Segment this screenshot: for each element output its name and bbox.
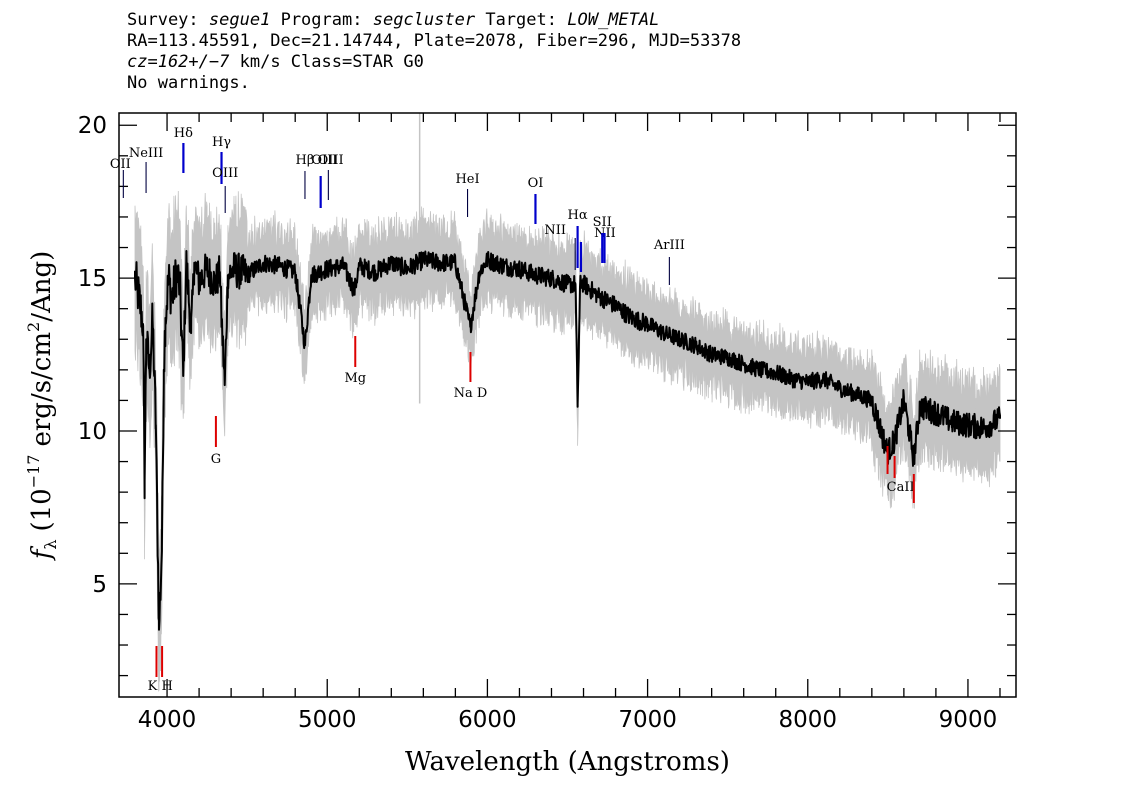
emission-line-label: Hγ bbox=[212, 135, 231, 150]
redshift-value: cz=162+/−7 bbox=[127, 52, 230, 72]
absorption-line-label: CaII bbox=[887, 480, 915, 495]
axis-ticks: 4000 5000 6000 7000 8000 9000 5 10 15 20 bbox=[78, 113, 1016, 733]
y-tick-label: 5 bbox=[92, 572, 107, 598]
program-label: Program: bbox=[280, 10, 363, 30]
emission-line-label: OI bbox=[528, 176, 544, 191]
y-axis-label-units-c: /Ang) bbox=[27, 251, 57, 322]
error-band bbox=[134, 190, 1001, 692]
emission-line-label: Hα bbox=[568, 208, 588, 223]
emission-line-label: ArIII bbox=[653, 238, 685, 253]
emission-line-label: Hβ bbox=[296, 153, 315, 168]
y-axis-label-exp: −17 bbox=[24, 455, 43, 489]
header-line-1: Survey: segue1 Program: segcluster Targe… bbox=[127, 10, 741, 31]
x-tick-label: 7000 bbox=[618, 707, 677, 733]
class-value: km/s Class=STAR G0 bbox=[239, 52, 424, 72]
spectral-line-markers: OIINeIIIHδHγOIIIHβOIIIOIIIHeIOINIIHαNIIS… bbox=[110, 126, 915, 694]
y-axis-label-exp2: 2 bbox=[24, 322, 43, 332]
y-tick-label: 15 bbox=[78, 266, 107, 292]
emission-line-label: OIII bbox=[311, 153, 337, 168]
y-axis-label-units-a: (10 bbox=[27, 488, 57, 531]
header-line-4: No warnings. bbox=[127, 73, 250, 93]
survey-value: segue1 bbox=[208, 10, 271, 30]
absorption-line-label: Na D bbox=[454, 386, 488, 401]
target-value: LOW_METAL bbox=[567, 10, 660, 30]
emission-line-label: OIII bbox=[318, 153, 344, 168]
program-value: segcluster bbox=[372, 10, 476, 30]
y-axis-label: fλ(10−17erg/s/cm2/Ang) bbox=[24, 251, 60, 562]
emission-line-label: OIII bbox=[212, 166, 238, 181]
plot-frame bbox=[118, 112, 1017, 698]
emission-line-label: Hδ bbox=[174, 126, 193, 141]
survey-label: Survey: bbox=[127, 10, 199, 30]
emission-line-label: NII bbox=[544, 223, 566, 238]
absorption-line-label: K H bbox=[148, 679, 173, 694]
y-tick-label: 10 bbox=[78, 419, 107, 445]
x-tick-label: 9000 bbox=[939, 707, 998, 733]
x-axis-label: Wavelength (Angstroms) bbox=[405, 747, 730, 777]
x-tick-label: 6000 bbox=[458, 707, 517, 733]
x-tick-label: 8000 bbox=[778, 707, 837, 733]
plot-area bbox=[134, 113, 1001, 692]
absorption-line-label: G bbox=[211, 452, 221, 467]
flux-series-line bbox=[134, 250, 1001, 631]
spectrum-header: Survey: segue1 Program: segcluster Targe… bbox=[127, 10, 741, 94]
x-tick-label: 5000 bbox=[298, 707, 357, 733]
y-axis-label-units-b: erg/s/cm bbox=[27, 332, 57, 447]
emission-line-label: OII bbox=[110, 157, 131, 172]
x-tick-label: 4000 bbox=[138, 707, 197, 733]
header-line-2: RA=113.45591, Dec=21.14744, Plate=2078, … bbox=[127, 31, 742, 51]
emission-line-label: SII bbox=[593, 215, 612, 230]
header-line-3: cz=162+/−7 km/s Class=STAR G0 bbox=[127, 52, 741, 73]
y-axis-label-sub: λ bbox=[41, 540, 60, 550]
emission-line-label: NeIII bbox=[129, 146, 163, 161]
target-label: Target: bbox=[485, 10, 557, 30]
y-tick-label: 20 bbox=[78, 113, 107, 139]
absorption-line-label: Mg bbox=[344, 371, 366, 386]
emission-line-label: HeI bbox=[455, 172, 479, 187]
